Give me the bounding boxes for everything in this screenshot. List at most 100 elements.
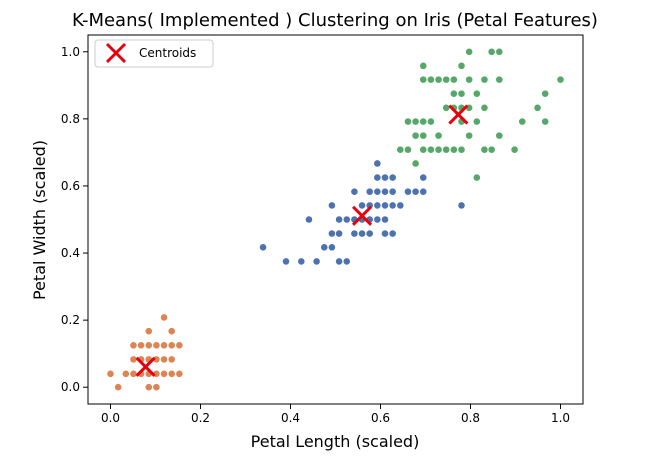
cluster-1-point <box>335 257 343 266</box>
y-axis-label: Petal Width (scaled) <box>30 140 49 300</box>
y-tick-label: 1.0 <box>61 45 80 59</box>
cluster-2-point <box>434 75 443 84</box>
cluster-0-point <box>129 369 138 378</box>
y-tick-label: 0.6 <box>61 179 80 193</box>
cluster-1-point <box>312 257 321 266</box>
y-tick-label: 0.2 <box>61 313 80 327</box>
plot-area <box>87 34 584 405</box>
cluster-1-point <box>327 201 336 210</box>
cluster-2-point <box>419 117 428 126</box>
cluster-1-point <box>350 187 359 196</box>
cluster-2-point <box>449 75 458 84</box>
centroid-marker <box>351 205 373 226</box>
cluster-1-point <box>457 201 466 210</box>
cluster-0-point <box>144 383 153 392</box>
cluster-1-point <box>305 215 313 224</box>
cluster-1-point <box>388 229 397 238</box>
cluster-1-point <box>327 229 336 238</box>
cluster-1-point <box>297 257 306 266</box>
cluster-1-point <box>350 229 359 238</box>
cluster-2-point <box>396 145 405 154</box>
x-tick-label: 0.2 <box>191 411 210 425</box>
cluster-2-point <box>472 117 481 126</box>
x-axis-label: Petal Length (scaled) <box>251 432 420 451</box>
cluster-1-point <box>327 243 336 252</box>
cluster-0-point <box>175 369 184 378</box>
cluster-0-point <box>160 369 168 378</box>
cluster-0-point <box>152 341 161 350</box>
cluster-1-point <box>373 159 382 168</box>
cluster-1-point <box>419 187 428 196</box>
cluster-1-point <box>381 201 389 210</box>
cluster-0-point <box>144 327 153 336</box>
cluster-0-point <box>129 341 138 350</box>
cluster-1-point <box>381 187 389 196</box>
cluster-2-point <box>457 89 466 98</box>
cluster-2-point <box>442 103 451 112</box>
cluster-1-point <box>388 201 397 210</box>
cluster-2-point <box>487 145 496 154</box>
cluster-2-point <box>495 131 504 140</box>
cluster-1-point <box>259 243 267 252</box>
cluster-2-point <box>411 159 420 168</box>
cluster-0-point <box>167 341 176 350</box>
cluster-1-point <box>381 215 389 224</box>
y-tick-label: 0.8 <box>61 112 80 126</box>
cluster-1-point <box>342 257 351 266</box>
cluster-1-point <box>335 229 343 238</box>
cluster-2-point <box>480 75 489 84</box>
data-points <box>106 47 565 392</box>
cluster-2-point <box>480 103 489 112</box>
cluster-2-point <box>426 75 435 84</box>
cluster-0-point <box>144 341 153 350</box>
cluster-1-point <box>388 187 397 196</box>
cluster-1-point <box>373 201 382 210</box>
centroid-marker <box>448 104 469 125</box>
cluster-0-point <box>175 341 184 350</box>
cluster-2-point <box>419 145 428 154</box>
plot-frame <box>87 34 584 405</box>
cluster-1-point <box>358 201 366 210</box>
cluster-2-point <box>533 103 542 112</box>
legend-label-centroids: Centroids <box>139 46 196 60</box>
x-tick-label: 0.6 <box>371 411 390 425</box>
cluster-2-point <box>541 117 550 126</box>
cluster-2-point <box>442 75 451 84</box>
x-tick-label: 0.0 <box>101 411 120 425</box>
centroid-marker <box>135 356 156 377</box>
cluster-1-point <box>373 187 382 196</box>
cluster-2-point <box>480 145 489 154</box>
cluster-2-point <box>434 145 443 154</box>
cluster-2-point <box>449 89 458 98</box>
y-tick-label: 0.0 <box>61 380 80 394</box>
cluster-0-point <box>167 327 176 336</box>
cluster-2-point <box>404 117 412 126</box>
cluster-1-point <box>404 187 412 196</box>
cluster-0-point <box>160 355 168 364</box>
cluster-2-point <box>487 47 496 56</box>
cluster-2-point <box>419 131 428 140</box>
cluster-0-point <box>167 369 176 378</box>
cluster-1-point <box>381 229 389 238</box>
cluster-2-point <box>541 89 550 98</box>
legend-centroid-icon <box>105 42 127 64</box>
cluster-1-point <box>320 243 329 252</box>
cluster-0-point <box>121 369 130 378</box>
cluster-2-point <box>449 145 458 154</box>
cluster-1-point <box>419 173 428 182</box>
cluster-2-point <box>472 173 481 182</box>
cluster-2-point <box>411 131 420 140</box>
cluster-2-point <box>472 89 481 98</box>
cluster-2-point <box>426 117 435 126</box>
cluster-2-point <box>465 131 474 140</box>
x-tick-label: 0.4 <box>281 411 300 425</box>
cluster-1-point <box>365 187 374 196</box>
cluster-1-point <box>381 173 389 182</box>
cluster-2-point <box>419 75 428 84</box>
cluster-2-point <box>419 61 428 70</box>
cluster-0-point <box>167 355 176 364</box>
legend: Centroids <box>94 39 214 68</box>
centroid-markers <box>135 104 469 377</box>
cluster-1-point <box>388 173 397 182</box>
